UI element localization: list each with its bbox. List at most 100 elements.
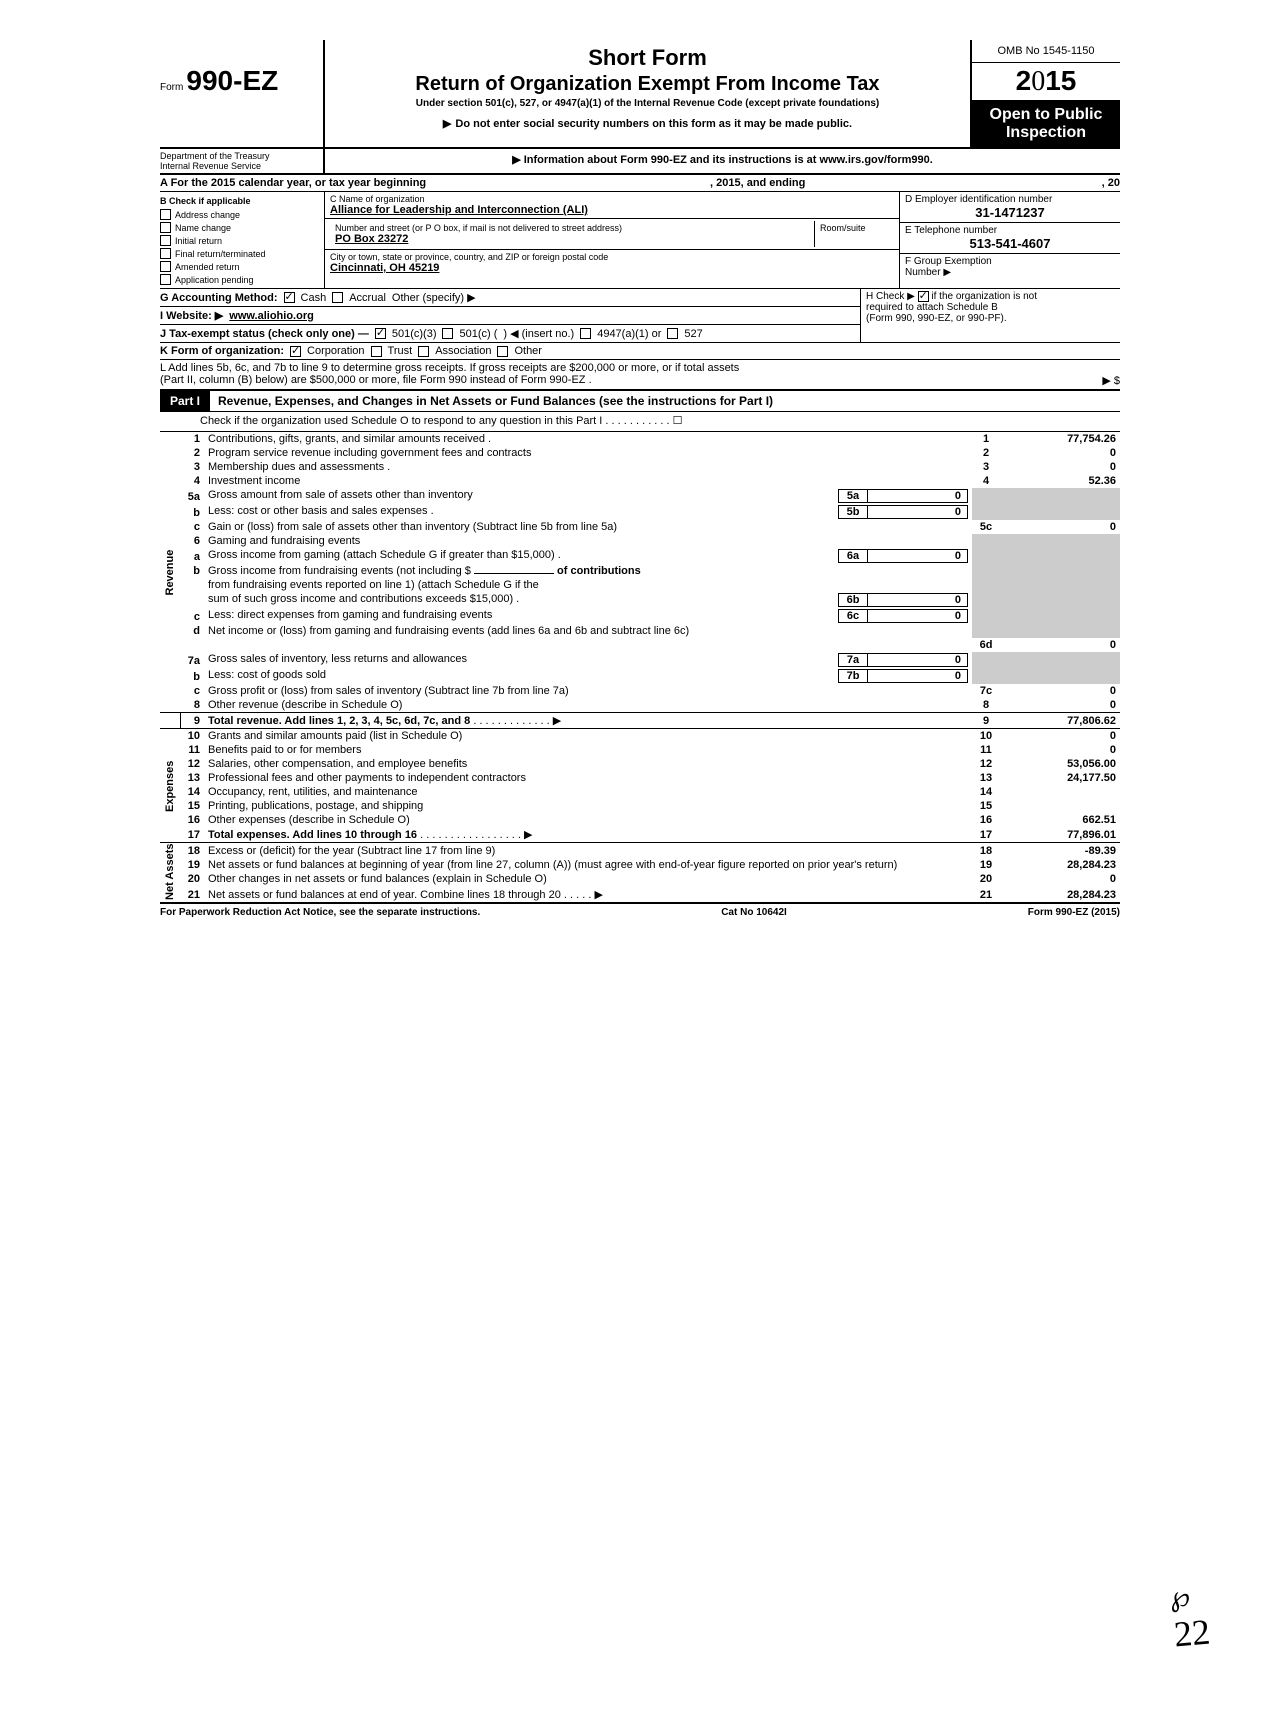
footer-right: Form 990-EZ (2015)	[1028, 907, 1120, 918]
line-h: H Check ▶ if the organization is not req…	[860, 289, 1120, 342]
line-5c-desc: Gain or (loss) from sale of assets other…	[204, 520, 972, 534]
notice-ssn: ▶Do not enter social security numbers on…	[335, 117, 960, 130]
footer-mid: Cat No 10642I	[721, 907, 787, 918]
open-public: Open to Public Inspection	[972, 100, 1120, 147]
chk-corp[interactable]	[290, 346, 301, 357]
line-6c-desc: Less: direct expenses from gaming and fu…	[208, 609, 838, 623]
line-21-desc: Net assets or fund balances at end of ye…	[208, 889, 561, 901]
line-k: K Form of organization: Corporation Trus…	[160, 343, 1120, 360]
line-18-val: -89.39	[1000, 843, 1120, 858]
line-6a-desc: Gross income from gaming (attach Schedul…	[208, 549, 838, 563]
notice-info: ▶ Information about Form 990-EZ and its …	[325, 149, 1120, 173]
chk-527[interactable]	[667, 328, 678, 339]
line-6c-val: 0	[868, 609, 968, 623]
tel-row: E Telephone number 513-541-4607	[900, 223, 1120, 254]
header-right: OMB No 1545-1150 2015 Open to Public Ins…	[970, 40, 1120, 147]
chk-cash[interactable]	[284, 292, 295, 303]
room-suite: Room/suite	[814, 221, 894, 247]
line-7a-desc: Gross sales of inventory, less returns a…	[208, 653, 838, 667]
part-i-title: Revenue, Expenses, and Changes in Net As…	[210, 391, 1120, 411]
line-a: A For the 2015 calendar year, or tax yea…	[160, 175, 1120, 192]
line-7b-desc: Less: cost of goods sold	[208, 669, 838, 683]
line-a-end: , 20	[1102, 177, 1120, 189]
chk-schedule-b[interactable]	[918, 291, 929, 302]
chk-assoc[interactable]	[418, 346, 429, 357]
line-8-desc: Other revenue (describe in Schedule O)	[204, 698, 972, 713]
gh-row: G Accounting Method: Cash Accrual Other …	[160, 289, 1120, 343]
website-val: www.aliohio.org	[229, 310, 314, 322]
line-1-val: 77,754.26	[1000, 432, 1120, 446]
line-12-desc: Salaries, other compensation, and employ…	[204, 757, 972, 771]
line-17-desc: Total expenses. Add lines 10 through 16	[208, 829, 417, 841]
dept-row: Department of the Treasury Internal Reve…	[160, 149, 1120, 175]
chk-501c3[interactable]	[375, 328, 386, 339]
part-i-label: Part I	[160, 391, 210, 411]
line-11-desc: Benefits paid to or for members	[204, 743, 972, 757]
subtitle: Under section 501(c), 527, or 4947(a)(1)…	[335, 98, 960, 109]
street-label: Number and street (or P O box, if mail i…	[335, 223, 809, 233]
street-val: PO Box 23272	[335, 233, 809, 245]
ein-label: D Employer identification number	[905, 194, 1115, 205]
line-3-desc: Membership dues and assessments .	[204, 460, 972, 474]
line-13-desc: Professional fees and other payments to …	[204, 771, 972, 785]
line-18-desc: Excess or (deficit) for the year (Subtra…	[204, 843, 972, 858]
chk-501c[interactable]	[442, 328, 453, 339]
bcd-row: B Check if applicable Address change Nam…	[160, 192, 1120, 289]
short-form-label: Short Form	[335, 45, 960, 71]
line-6b-val: 0	[868, 593, 968, 607]
lines-table: Revenue 1Contributions, gifts, grants, a…	[160, 432, 1120, 901]
footer-left: For Paperwork Reduction Act Notice, see …	[160, 907, 480, 918]
line-19-desc: Net assets or fund balances at beginning…	[204, 858, 972, 872]
chk-final-return[interactable]: Final return/terminated	[160, 247, 324, 260]
org-name-row: C Name of organization Alliance for Lead…	[325, 192, 899, 219]
line-20-desc: Other changes in net assets or fund bala…	[204, 872, 972, 886]
form-990ez: Form 990-EZ Short Form Return of Organiz…	[160, 40, 1120, 918]
line-6d-val: 0	[1000, 638, 1120, 652]
netassets-label: Net Assets	[160, 843, 180, 902]
line-6b-desc: Gross income from fundraising events (no…	[208, 565, 471, 577]
expenses-label: Expenses	[160, 729, 180, 843]
line-5a-desc: Gross amount from sale of assets other t…	[208, 489, 838, 503]
city-val: Cincinnati, OH 45219	[330, 262, 894, 274]
footer: For Paperwork Reduction Act Notice, see …	[160, 902, 1120, 918]
form-prefix: Form	[160, 82, 183, 93]
line-7b-val: 0	[868, 669, 968, 683]
chk-pending[interactable]: Application pending	[160, 273, 324, 286]
org-name: Alliance for Leadership and Interconnect…	[330, 204, 894, 216]
line-7a-val: 0	[868, 653, 968, 667]
chk-name-change[interactable]: Name change	[160, 221, 324, 234]
revenue-label: Revenue	[160, 432, 180, 713]
chk-other-org[interactable]	[497, 346, 508, 357]
return-title: Return of Organization Exempt From Incom…	[335, 73, 960, 96]
group-num: Number ▶	[905, 267, 1115, 278]
form-number: 990-EZ	[186, 65, 278, 96]
line-6b-desc3: from fundraising events reported on line…	[204, 578, 972, 592]
line-5b-desc: Less: cost or other basis and sales expe…	[208, 505, 838, 519]
line-8-val: 0	[1000, 698, 1120, 713]
line-9-val: 77,806.62	[1000, 713, 1120, 729]
group-row: F Group Exemption Number ▶	[900, 254, 1120, 280]
chk-address-change[interactable]: Address change	[160, 208, 324, 221]
ein-row: D Employer identification number 31-1471…	[900, 192, 1120, 223]
section-def: D Employer identification number 31-1471…	[900, 192, 1120, 288]
line-10-val: 0	[1000, 729, 1120, 744]
section-b: B Check if applicable Address change Nam…	[160, 192, 325, 288]
signature-mark-p: ℘	[1170, 1580, 1190, 1614]
chk-amended[interactable]: Amended return	[160, 260, 324, 273]
line-j: J Tax-exempt status (check only one) — 5…	[160, 325, 860, 342]
chk-4947[interactable]	[580, 328, 591, 339]
line-11-val: 0	[1000, 743, 1120, 757]
line-12-val: 53,056.00	[1000, 757, 1120, 771]
line-a-mid: , 2015, and ending	[710, 177, 805, 189]
chk-trust[interactable]	[371, 346, 382, 357]
chk-accrual[interactable]	[332, 292, 343, 303]
line-9-desc: Total revenue. Add lines 1, 2, 3, 4, 5c,…	[208, 715, 470, 727]
chk-initial-return[interactable]: Initial return	[160, 234, 324, 247]
city-label: City or town, state or province, country…	[330, 252, 894, 262]
part-i-header: Part I Revenue, Expenses, and Changes in…	[160, 391, 1120, 412]
part-i-check-o: Check if the organization used Schedule …	[160, 412, 1120, 432]
line-14-desc: Occupancy, rent, utilities, and maintena…	[204, 785, 972, 799]
line-15-val	[1000, 799, 1120, 813]
line-6d-desc: Net income or (loss) from gaming and fun…	[204, 624, 972, 638]
section-b-title: B Check if applicable	[160, 194, 324, 208]
